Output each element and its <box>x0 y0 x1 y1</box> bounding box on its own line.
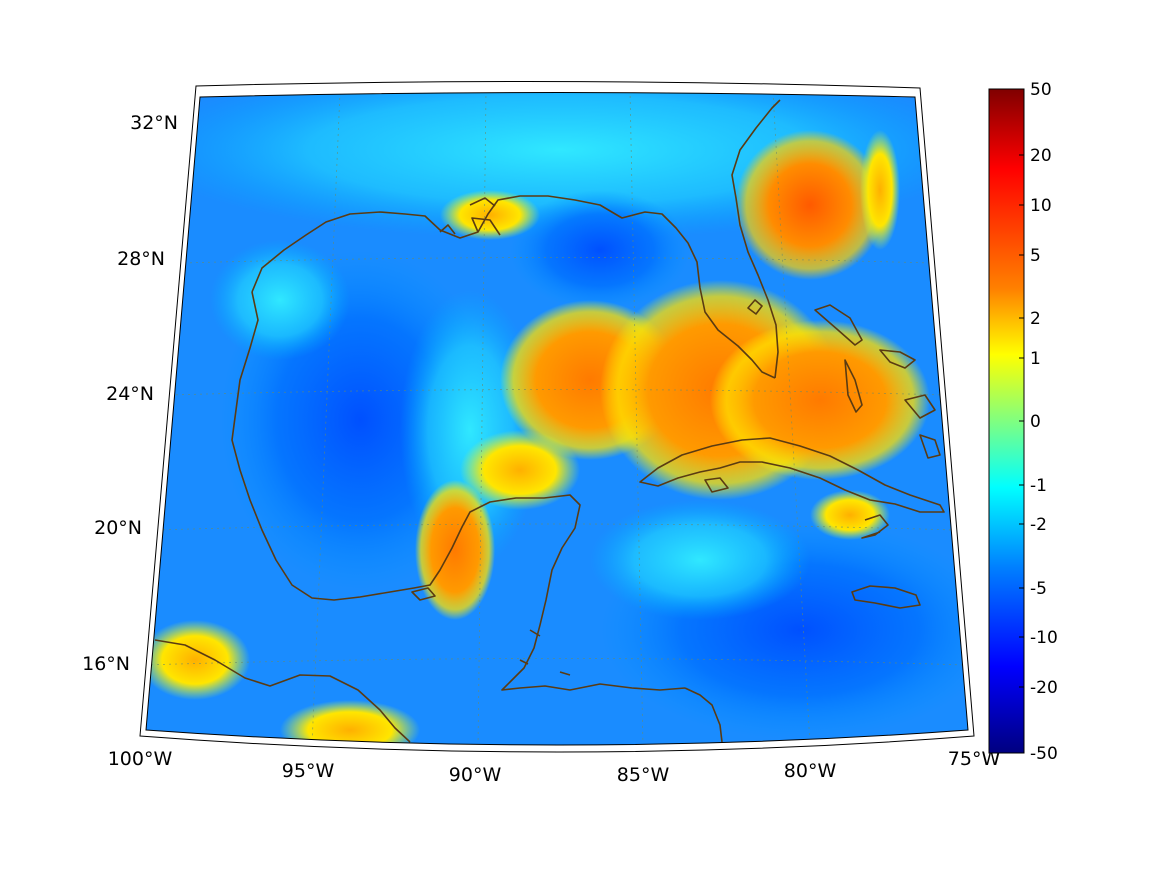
lat-label: 32°N <box>130 112 178 134</box>
colorbar-tick-label: 2 <box>1030 309 1041 329</box>
lon-label: 95°W <box>282 760 335 782</box>
longitude-labels: 100°W 95°W 90°W 85°W 80°W 75°W <box>108 748 1001 786</box>
colorbar-tick-label: 1 <box>1030 349 1041 369</box>
lat-label: 24°N <box>106 383 154 405</box>
colorbar-tick-label: -1 <box>1030 476 1047 496</box>
latitude-labels: 32°N 28°N 24°N 20°N 16°N <box>82 112 178 675</box>
lat-label: 20°N <box>94 517 142 539</box>
anomaly-field <box>146 92 968 745</box>
colorbar: 50 20 10 5 2 1 0 -1 -2 -5 -10 -20 -50 <box>988 80 1058 764</box>
lon-label: 90°W <box>449 764 502 786</box>
coastline <box>154 99 945 743</box>
colorbar-tick-label: 0 <box>1030 412 1041 432</box>
lat-label: 16°N <box>82 653 130 675</box>
map-frame <box>145 92 969 746</box>
colorbar-tick-label: -20 <box>1030 678 1058 698</box>
graticule <box>146 92 966 745</box>
colorbar-tick-label: 20 <box>1030 146 1052 166</box>
colorbar-tick-label: 10 <box>1030 196 1052 216</box>
lon-label: 75°W <box>948 748 1001 770</box>
colorbar-tick-label: -2 <box>1030 515 1047 535</box>
colorbar-tick-label: -10 <box>1030 628 1058 648</box>
lon-label: 85°W <box>617 764 670 786</box>
lon-label: 100°W <box>108 748 173 770</box>
colorbar-tick-label: 50 <box>1030 80 1052 100</box>
colorbar-gradient <box>988 88 1025 754</box>
colorbar-tick-label: 5 <box>1030 246 1041 266</box>
colorbar-tick-label: -5 <box>1030 579 1047 599</box>
colorbar-tick-label: -50 <box>1030 744 1058 764</box>
lon-label: 80°W <box>784 760 837 782</box>
lat-label: 28°N <box>117 248 165 270</box>
map-outer-frame <box>139 80 975 753</box>
